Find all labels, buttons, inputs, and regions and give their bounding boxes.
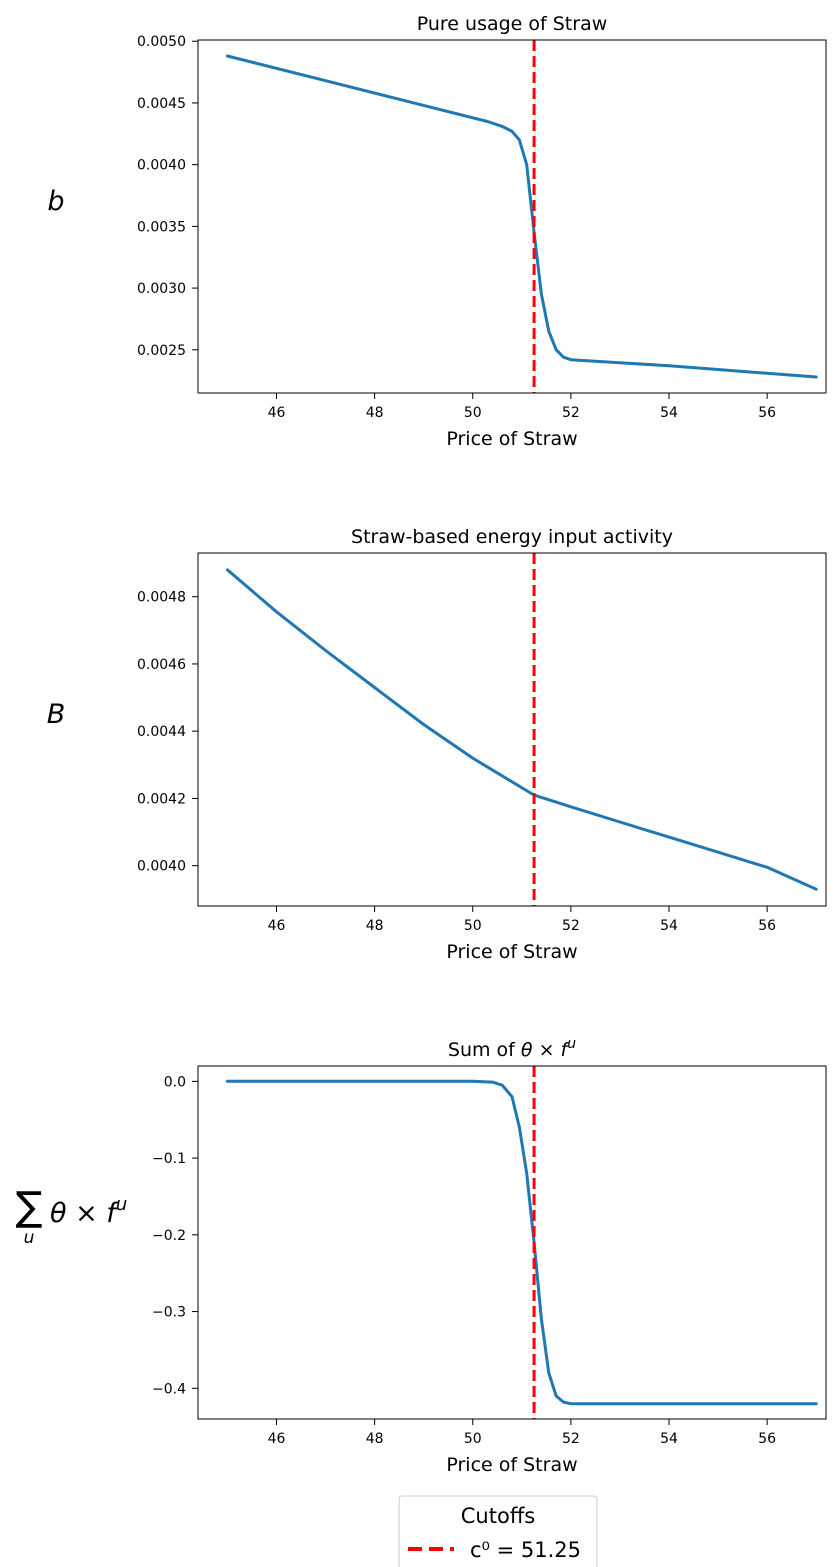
x-tick-label: 56: [758, 1431, 776, 1447]
series-line: [225, 1079, 818, 1406]
y-tick-label: 0.0048: [137, 590, 186, 606]
series-line: [225, 54, 818, 379]
x-tick-label: 56: [758, 918, 776, 934]
plot-frame: [197, 39, 827, 394]
x-tick-label: 48: [366, 1431, 384, 1447]
chart-title: Pure usage of Straw: [417, 13, 608, 35]
x-tick-label: 54: [660, 918, 678, 934]
y-tick-label: −0.1: [152, 1151, 186, 1167]
x-tick-label: 52: [562, 405, 580, 421]
x-axis-label: Price of Straw: [446, 1454, 577, 1476]
svg-text:∑: ∑: [16, 1184, 43, 1230]
y-tick-label: 0.0050: [137, 34, 186, 50]
x-tick-label: 48: [366, 405, 384, 421]
x-tick-label: 52: [562, 918, 580, 934]
x-tick-label: 50: [464, 1431, 482, 1447]
svg-text:θ × fu: θ × fu: [50, 1194, 127, 1229]
y-tick-label: 0.0042: [137, 791, 186, 807]
legend-entry-cutoff: c⁰ = 51.25: [470, 1538, 581, 1562]
plot-frame: [197, 1065, 827, 1420]
chart-panel-3: Sum of θ × fu 46 48 50 52 54 56 0.0 −0.1 −0.2 −0.3…: [16, 1036, 827, 1476]
y-tick-label: 0.0046: [137, 657, 186, 673]
x-tick-label: 50: [464, 918, 482, 934]
x-tick-label: 50: [464, 405, 482, 421]
y-tick-label: −0.4: [152, 1381, 186, 1397]
x-tick-label: 54: [660, 1431, 678, 1447]
chart-title: Straw-based energy input activity: [351, 526, 673, 548]
y-tick-label: 0.0: [164, 1074, 186, 1090]
y-tick-label: 0.0025: [137, 343, 186, 359]
legend-box: [398, 1495, 598, 1567]
legend-title: Cutoffs: [461, 1504, 535, 1528]
x-tick-label: 48: [366, 918, 384, 934]
y-axis-label: B: [47, 699, 66, 730]
y-tick-label: −0.3: [152, 1305, 186, 1321]
svg-text:u: u: [24, 1228, 35, 1248]
x-tick-label: 46: [268, 1431, 286, 1447]
x-tick-label: 46: [268, 918, 286, 934]
x-tick-label: 46: [268, 405, 286, 421]
y-tick-label: −0.2: [152, 1228, 186, 1244]
y-axis-label: ∑u θ × fu: [16, 1184, 128, 1248]
y-tick-label: 0.0035: [137, 219, 186, 235]
y-axis-label: b: [47, 186, 64, 217]
y-tick-label: 0.0044: [137, 724, 186, 740]
chart-title: Sum of θ × fu: [448, 1036, 576, 1061]
y-tick-label: 0.0045: [137, 96, 186, 112]
x-tick-label: 52: [562, 1431, 580, 1447]
chart-panel-1: Pure usage of Straw 46 48 50 52 54 56 0.0025 0.0…: [47, 13, 827, 450]
x-tick-label: 54: [660, 405, 678, 421]
y-tick-label: 0.0040: [137, 158, 186, 174]
legend: Cutoffs c⁰ = 51.25: [398, 1495, 598, 1567]
x-tick-label: 56: [758, 405, 776, 421]
plot-frame: [197, 552, 827, 907]
y-tick-label: 0.0030: [137, 281, 186, 297]
chart-panel-2: Straw-based energy input activity 46 48 50 5…: [47, 526, 827, 963]
series-line: [225, 568, 818, 891]
x-axis-label: Price of Straw: [446, 428, 577, 450]
x-axis-label: Price of Straw: [446, 941, 577, 963]
y-tick-label: 0.0040: [137, 859, 186, 875]
